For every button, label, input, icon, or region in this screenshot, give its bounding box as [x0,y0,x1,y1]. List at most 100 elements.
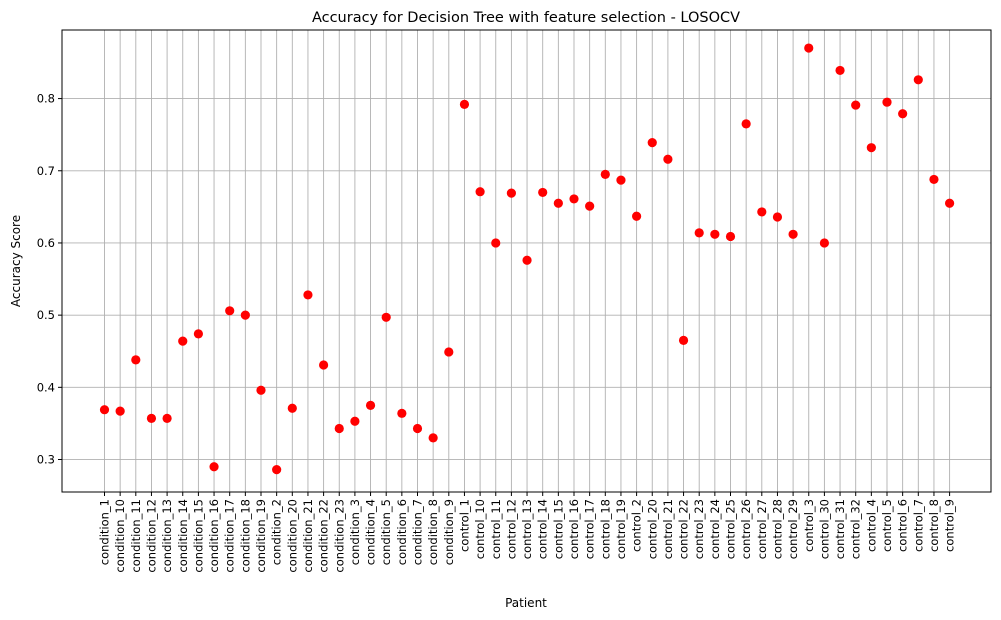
chart-title: Accuracy for Decision Tree with feature … [312,10,740,26]
data-point [694,228,704,238]
x-tick-label: control_29 [786,499,800,559]
x-tick-label: control_30 [817,499,831,559]
data-point [678,335,689,346]
x-tick-label: control_25 [724,499,738,559]
x-tick-label: control_7 [911,499,925,552]
x-tick-label: condition_12 [144,499,158,573]
data-point [835,65,845,76]
x-tick-label: condition_23 [332,499,346,573]
x-tick-label: condition_15 [191,499,205,573]
x-tick-label: condition_3 [348,499,362,565]
data-point [819,238,830,248]
data-point [444,347,454,357]
y-axis-label: Accuracy Score [9,215,23,307]
data-point [804,43,814,53]
x-tick-label: condition_8 [426,499,440,565]
data-point [178,336,188,346]
x-tick-label: control_12 [504,499,518,559]
x-tick-label: condition_18 [238,499,252,573]
x-tick-label: condition_4 [364,499,378,565]
data-point [866,143,876,153]
x-tick-label: control_4 [864,499,878,552]
data-point [788,229,798,239]
data-point [725,231,736,242]
x-tick-label: control_24 [708,499,722,559]
x-tick-label: control_31 [833,499,847,559]
y-tick-label: 0.5 [37,308,55,322]
data-point [538,187,548,198]
y-tick-label: 0.8 [37,92,55,106]
data-point [115,406,125,416]
x-tick-label: condition_10 [113,499,127,573]
data-point [506,188,516,198]
x-tick-label: control_17 [583,499,597,559]
x-tick-label: control_8 [927,499,941,552]
data-point [553,198,563,208]
x-tick-label: control_9 [943,499,957,552]
x-tick-label: control_10 [473,499,487,559]
x-tick-label: control_28 [770,499,784,559]
x-tick-label: condition_2 [270,499,284,565]
x-tick-label: condition_1 [98,499,112,565]
data-point [898,109,908,119]
x-tick-label: control_23 [692,499,706,559]
data-point [365,400,376,410]
data-point [350,416,360,426]
x-tick-label: control_1 [457,499,471,552]
data-point [851,100,861,110]
data-point [475,187,485,197]
x-tick-label: control_5 [880,499,894,552]
y-tick-label: 0.7 [37,164,55,178]
data-point [491,238,501,248]
data-point [647,138,657,148]
data-point [772,212,783,222]
plot-area-frame [61,29,992,493]
data-point [256,385,266,395]
data-point [397,408,407,418]
data-point [272,465,282,475]
grid-lines [62,30,991,492]
data-point [569,194,579,204]
data-point [741,119,751,129]
x-tick-label: condition_20 [285,499,299,573]
data-point [319,360,329,370]
data-point [146,413,157,423]
x-tick-label: condition_22 [317,499,331,573]
x-tick-label: control_32 [849,499,863,559]
x-tick-label: condition_19 [254,499,268,573]
x-tick-label: condition_6 [395,499,409,565]
data-point [882,97,892,107]
x-tick-label: condition_9 [442,499,456,565]
x-tick-label: control_3 [802,499,816,552]
x-tick-label: control_22 [677,499,691,559]
y-axis-ticks: 0.3 0.4 0.5 0.6 0.7 0.8 [37,92,62,467]
data-points [99,43,955,475]
x-tick-label: control_16 [567,499,581,559]
data-point [616,175,626,185]
x-tick-label: condition_14 [176,499,190,573]
data-point [131,355,141,365]
data-point [929,174,939,185]
data-point [209,462,219,472]
x-tick-label: condition_11 [129,499,143,573]
x-tick-label: condition_7 [411,499,425,565]
y-tick-label: 0.4 [37,380,55,394]
data-point [663,154,673,164]
data-point [412,423,423,434]
data-point [945,198,955,208]
x-tick-label: control_21 [661,499,675,559]
x-tick-label: condition_21 [301,499,315,573]
x-tick-label: control_11 [489,499,503,559]
x-tick-label: condition_5 [379,499,393,565]
data-point [193,329,203,339]
data-point [287,403,297,413]
data-point [632,211,642,221]
x-axis-ticks: condition_1 condition_10 condition_11 condi… [98,492,957,573]
data-point [913,75,923,85]
x-tick-label: control_26 [739,499,753,559]
data-point [710,229,720,239]
x-tick-label: control_13 [520,499,534,559]
data-point [162,413,172,423]
data-point [428,433,438,443]
